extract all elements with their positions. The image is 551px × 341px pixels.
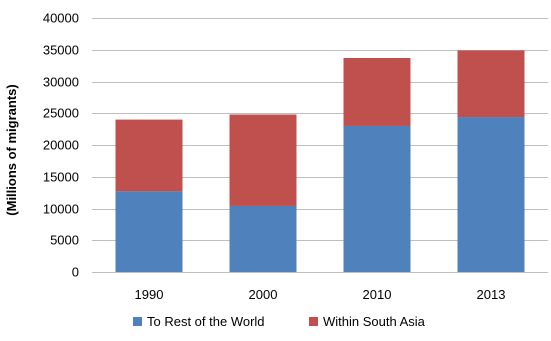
bar-within-south-asia-1990 <box>115 119 183 192</box>
bars <box>115 50 525 272</box>
legend: To Rest of the World Within South Asia <box>133 314 426 329</box>
x-category-label: 2010 <box>363 287 392 302</box>
x-category-label: 2000 <box>249 287 278 302</box>
x-axis-category-labels: 1990 2000 2010 2013 <box>135 287 506 302</box>
y-tick-label: 5000 <box>50 233 79 248</box>
y-tick-label: 40000 <box>43 11 79 26</box>
legend-label: Within South Asia <box>323 314 426 329</box>
y-axis-title: (Millions of migrants) <box>4 84 19 215</box>
x-category-label: 1990 <box>135 287 164 302</box>
bar-within-south-asia-2013 <box>457 50 525 118</box>
y-tick-label: 30000 <box>43 75 79 90</box>
y-tick-label: 20000 <box>43 138 79 153</box>
y-axis-tick-labels: 0 5000 10000 15000 20000 25000 30000 35000 40000 <box>43 11 79 280</box>
bar-rest-of-world-2010 <box>343 125 411 272</box>
bar-rest-of-world-1990 <box>115 191 183 272</box>
y-tick-label: 0 <box>72 265 79 280</box>
y-tick-label: 25000 <box>43 106 79 121</box>
bar-within-south-asia-2000 <box>229 114 297 206</box>
x-category-label: 2013 <box>477 287 506 302</box>
bar-within-south-asia-2010 <box>343 58 411 126</box>
y-tick-label: 15000 <box>43 170 79 185</box>
bar-rest-of-world-2013 <box>457 117 525 272</box>
legend-swatch <box>309 317 318 326</box>
y-tick-label: 10000 <box>43 202 79 217</box>
legend-swatch <box>133 317 142 326</box>
legend-label: To Rest of the World <box>147 314 265 329</box>
y-tick-label: 35000 <box>43 43 79 58</box>
bar-rest-of-world-2000 <box>229 205 297 272</box>
